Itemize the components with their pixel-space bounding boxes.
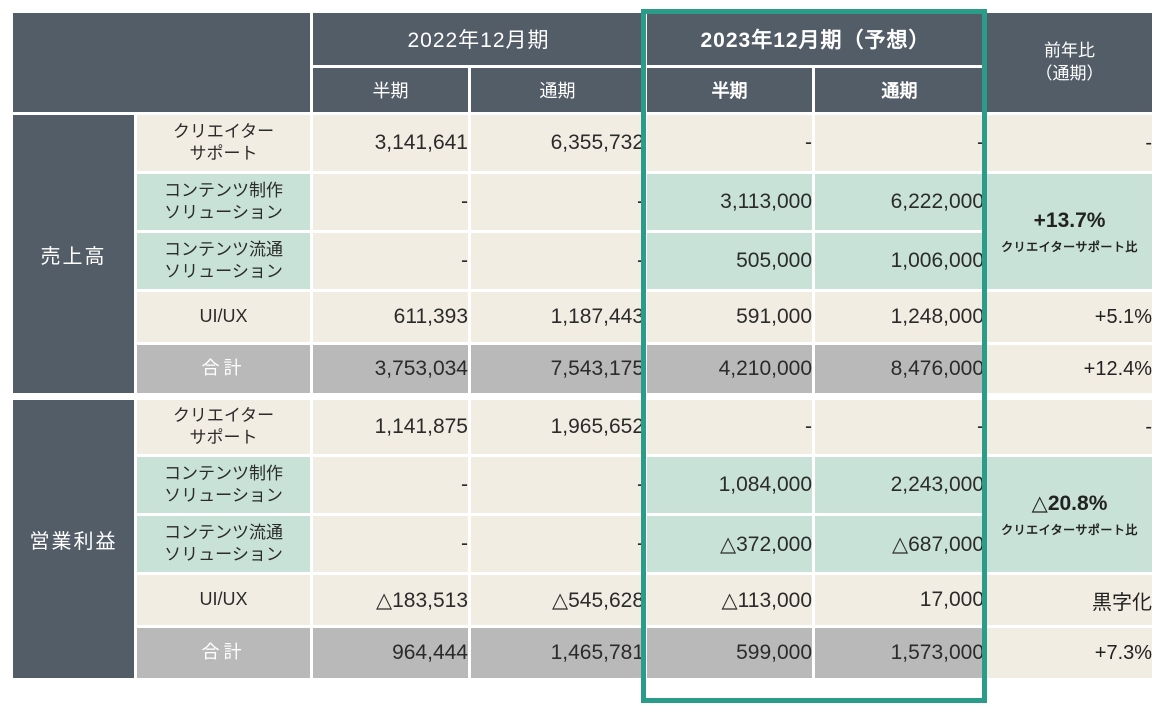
table-row: コンテンツ制作 ソリューション - - 1,084,000 2,243,000 … — [12, 454, 1156, 575]
table-row: コンテンツ制作 ソリューション - - 3,113,000 6,222,000 … — [12, 171, 1156, 292]
value-cell: 591,000 — [644, 289, 816, 345]
row-label: クリエイター サポート — [134, 393, 313, 457]
value-cell: 1,141,875 — [310, 393, 471, 457]
yoy-cell: 黒字化 — [984, 572, 1156, 628]
row-label: クリエイター サポート — [134, 112, 313, 174]
group-label-operating-profit: 営業利益 — [10, 393, 137, 681]
value-cell: - — [812, 393, 988, 457]
corner-cell — [10, 10, 313, 115]
yoy-value: +13.7% — [1033, 208, 1106, 232]
value-cell: 3,141,641 — [310, 112, 471, 174]
yoy-cell: - — [984, 112, 1156, 174]
value-cell: 505,000 — [644, 230, 816, 292]
value-cell: 7,543,175 — [467, 342, 648, 398]
column-header-fy2022: 2022年12月期 — [309, 10, 648, 68]
yoy-caption: クリエイターサポート比 — [1001, 239, 1138, 254]
row-label: コンテンツ制作 ソリューション — [134, 171, 313, 233]
value-cell: 611,393 — [310, 289, 471, 345]
value-cell: 1,465,781 — [467, 625, 648, 681]
value-cell: 599,000 — [644, 625, 816, 681]
value-cell: 2,243,000 — [812, 454, 988, 516]
table-row: 営業利益 クリエイター サポート 1,141,875 1,965,652 - -… — [10, 393, 1156, 681]
value-cell: △183,513 — [310, 572, 471, 628]
value-cell: △113,000 — [644, 572, 816, 628]
value-cell: - — [310, 513, 471, 575]
table-row: UI/UX 611,393 1,187,443 591,000 1,248,00… — [12, 289, 1156, 345]
row-label-total: 合計 — [134, 342, 313, 398]
value-cell: - — [467, 230, 648, 292]
value-cell: 6,355,732 — [467, 112, 648, 174]
yoy-value: △20.8% — [1031, 492, 1108, 515]
row-label-total: 合計 — [134, 625, 313, 681]
value-cell: △687,000 — [812, 513, 988, 575]
value-cell: 8,476,000 — [812, 342, 988, 398]
table-row: コンテンツ流通 ソリューション - - △372,000 △687,000 — [12, 513, 1154, 575]
value-cell: △372,000 — [644, 513, 816, 575]
financial-forecast-table: 2022年12月期 2023年12月期（予想） 前年比 （通期） 半期 通期 半… — [10, 10, 1156, 681]
yoy-cell: +12.4% — [984, 342, 1156, 398]
value-cell: 4,210,000 — [644, 342, 816, 398]
table-row: 合計 964,444 1,465,781 599,000 1,573,000 +… — [12, 625, 1156, 681]
row-label: コンテンツ流通 ソリューション — [134, 230, 313, 292]
value-cell: 3,113,000 — [644, 171, 816, 233]
value-cell: - — [467, 171, 648, 233]
table-row: UI/UX △183,513 △545,628 △113,000 17,000 … — [12, 572, 1156, 628]
value-cell: 1,248,000 — [812, 289, 988, 345]
value-cell: - — [310, 454, 471, 516]
value-cell: △545,628 — [467, 572, 648, 628]
subheader-2022-half: 半期 — [310, 65, 471, 115]
value-cell: 3,753,034 — [310, 342, 471, 398]
subheader-2023-half: 半期 — [644, 65, 816, 115]
yoy-merged-cell: △20.8% クリエイターサポート比 — [984, 454, 1156, 575]
value-cell: 6,222,000 — [812, 171, 988, 233]
yoy-merged-cell: +13.7% クリエイターサポート比 — [984, 171, 1156, 292]
value-cell: 1,006,000 — [812, 230, 988, 292]
row-label: UI/UX — [134, 289, 313, 345]
value-cell: - — [644, 393, 816, 457]
column-header-fy2023-forecast: 2023年12月期（予想） — [644, 10, 988, 68]
value-cell: 1,084,000 — [644, 454, 816, 516]
value-cell: - — [310, 230, 471, 292]
row-label: UI/UX — [134, 572, 313, 628]
column-header-yoy: 前年比 （通期） — [984, 10, 1156, 115]
yoy-cell: - — [984, 393, 1156, 457]
value-cell: 1,187,443 — [467, 289, 648, 345]
subheader-2023-full: 通期 — [812, 65, 988, 115]
value-cell: - — [310, 171, 471, 233]
value-cell: 1,573,000 — [812, 625, 988, 681]
row-label: コンテンツ流通 ソリューション — [134, 513, 313, 575]
table-row: 合計 3,753,034 7,543,175 4,210,000 8,476,0… — [12, 342, 1156, 398]
value-cell: 1,965,652 — [467, 393, 648, 457]
value-cell: - — [644, 112, 816, 174]
value-cell: - — [467, 454, 648, 516]
value-cell: 17,000 — [812, 572, 988, 628]
subheader-2022-full: 通期 — [467, 65, 648, 115]
table-row: 売上高 クリエイター サポート 3,141,641 6,355,732 - - … — [10, 112, 1156, 398]
group-label-sales: 売上高 — [10, 112, 137, 398]
yoy-caption: クリエイターサポート比 — [1001, 523, 1138, 537]
row-label: コンテンツ制作 ソリューション — [134, 454, 313, 516]
value-cell: 964,444 — [310, 625, 471, 681]
yoy-cell: +7.3% — [984, 625, 1156, 681]
yoy-cell: +5.1% — [984, 289, 1156, 345]
table-row: コンテンツ流通 ソリューション - - 505,000 1,006,000 — [12, 230, 1154, 292]
value-cell: - — [812, 112, 988, 174]
value-cell: - — [467, 513, 648, 575]
